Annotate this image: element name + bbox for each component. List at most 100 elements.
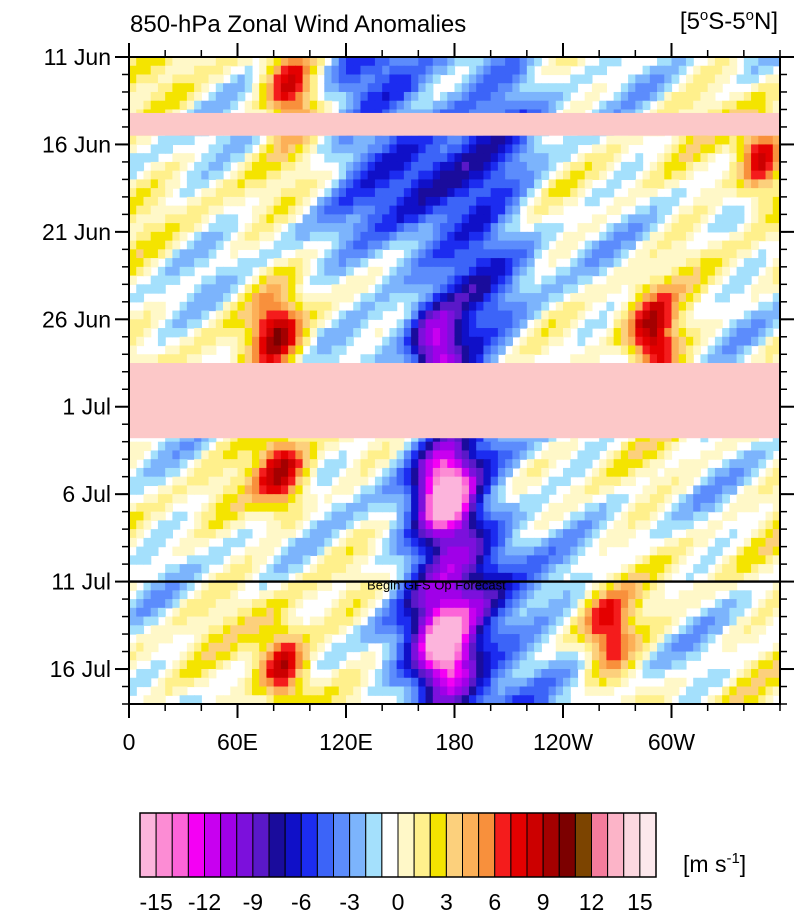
field-cell [461, 345, 470, 355]
field-cell [273, 625, 282, 635]
field-cell [403, 249, 412, 259]
field-cell [324, 494, 333, 504]
field-cell [237, 240, 246, 250]
field-cell [346, 590, 354, 600]
field-cell [266, 328, 275, 338]
field-cell [129, 214, 137, 224]
field-cell [179, 65, 188, 76]
field-cell [411, 161, 419, 172]
field-cell [223, 91, 231, 102]
field-cell [309, 144, 318, 154]
field-cell [403, 153, 412, 163]
field-cell [331, 205, 340, 215]
field-cell [678, 459, 687, 469]
field-cell [172, 616, 181, 626]
field-cell [136, 555, 145, 565]
field-cell [693, 258, 702, 268]
field-cell [244, 494, 253, 504]
field-cell [302, 336, 311, 347]
field-cell [432, 625, 441, 635]
field-cell [331, 91, 340, 102]
field-cell [678, 258, 687, 268]
field-cell [599, 249, 607, 259]
field-cell [635, 467, 644, 478]
field-cell [657, 266, 665, 277]
field-cell [150, 467, 159, 478]
field-cell [223, 284, 231, 294]
field-cell [468, 564, 477, 574]
field-cell [548, 336, 557, 347]
field-cell [722, 485, 730, 495]
field-cell [685, 161, 694, 172]
field-cell [215, 144, 224, 154]
field-cell [396, 74, 405, 84]
field-cell [685, 336, 694, 347]
field-cell [259, 494, 268, 504]
field-cell [208, 494, 217, 504]
field-cell [468, 590, 477, 600]
field-cell [476, 328, 485, 338]
field-cell [136, 502, 145, 513]
field-cell [772, 223, 780, 233]
field-cell [555, 223, 564, 233]
field-cell [657, 310, 665, 320]
field-cell [324, 258, 333, 268]
field-cell [628, 572, 636, 583]
field-cell [454, 83, 463, 93]
field-cell [447, 135, 456, 146]
field-cell [389, 441, 398, 452]
field-cell [454, 450, 463, 460]
field-cell [251, 634, 260, 644]
field-cell [418, 275, 427, 285]
field-cell [693, 459, 702, 469]
field-cell [208, 275, 217, 285]
field-cell [143, 511, 152, 521]
field-cell [468, 485, 477, 495]
field-cell [736, 179, 745, 189]
field-cell [512, 502, 521, 513]
field-cell [707, 223, 716, 233]
field-cell [512, 354, 521, 364]
field-cell [251, 100, 260, 111]
field-cell [519, 83, 528, 93]
field-cell [490, 634, 499, 644]
field-cell [317, 214, 325, 224]
field-cell [591, 170, 600, 180]
field-cell [302, 100, 311, 111]
field-cell [259, 83, 268, 93]
field-cell [519, 266, 528, 277]
field-cell [396, 319, 405, 329]
field-cell [476, 467, 485, 478]
field-cell [700, 590, 709, 600]
field-cell [468, 529, 477, 539]
field-cell [483, 537, 492, 548]
field-cell [555, 529, 564, 539]
field-cell [722, 511, 730, 521]
field-cell [584, 529, 593, 539]
field-cell [512, 205, 521, 215]
field-cell [628, 100, 636, 111]
field-cell [179, 74, 188, 84]
field-cell [548, 179, 557, 189]
field-cell [208, 590, 217, 600]
field-cell [129, 529, 137, 539]
field-cell [208, 502, 217, 513]
field-cell [367, 266, 376, 277]
field-cell [374, 459, 383, 469]
field-cell [418, 310, 427, 320]
field-cell [671, 564, 680, 574]
field-cell [396, 83, 405, 93]
field-cell [382, 581, 390, 591]
field-cell [157, 83, 166, 93]
field-cell [693, 266, 702, 277]
field-cell [548, 599, 557, 609]
field-cell [237, 502, 246, 513]
field-cell [635, 607, 644, 618]
field-cell [563, 546, 571, 556]
field-cell [628, 564, 636, 574]
field-cell [635, 599, 644, 609]
field-cell [129, 100, 137, 111]
field-cell [389, 607, 398, 618]
field-cell [411, 91, 419, 102]
field-cell [743, 258, 752, 268]
